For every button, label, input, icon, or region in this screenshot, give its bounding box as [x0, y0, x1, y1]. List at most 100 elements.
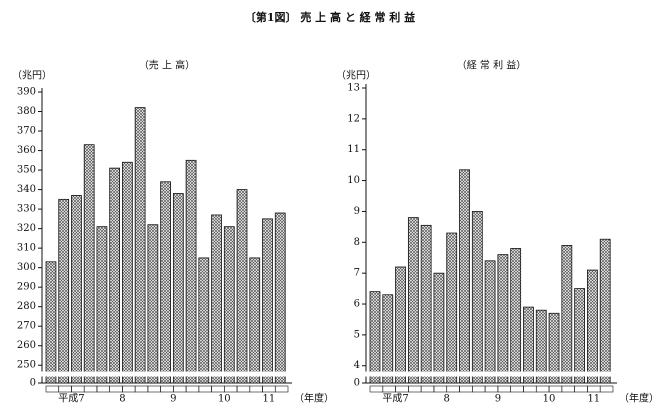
x-box	[122, 385, 136, 393]
x-box	[574, 385, 588, 393]
bar	[587, 269, 598, 384]
x-box	[497, 385, 511, 393]
x-box	[147, 385, 161, 393]
x-box	[71, 385, 85, 393]
bar	[274, 212, 286, 384]
y-tick-label: 5	[354, 329, 360, 340]
y-tick-label: 270	[17, 321, 36, 332]
x-axis-label: （年度）	[619, 392, 659, 405]
bar	[420, 224, 432, 384]
y-tick-label: 370	[17, 126, 36, 137]
y-tick-label: 0	[354, 378, 360, 389]
y-tick-label: 340	[17, 184, 36, 195]
x-tick-label: 8	[444, 394, 450, 405]
y-tick-label: 250	[17, 360, 36, 371]
y-tick-label: 310	[17, 243, 36, 254]
x-box	[420, 385, 435, 393]
x-box	[224, 385, 238, 393]
x-box	[262, 385, 276, 393]
y-tick-label: 6	[354, 299, 360, 310]
bar	[58, 198, 70, 384]
axis-break	[363, 371, 617, 377]
x-box	[134, 385, 149, 393]
y-tick-label: 330	[17, 204, 36, 215]
bar	[407, 217, 419, 384]
x-box	[561, 385, 575, 393]
x-box	[96, 385, 110, 393]
x-tick-label: 平成7	[58, 393, 84, 405]
x-box	[236, 385, 251, 393]
bar	[535, 309, 547, 384]
x-box	[211, 385, 225, 393]
bar	[548, 312, 560, 384]
bar	[96, 226, 108, 384]
x-tick-label: 10	[543, 394, 556, 405]
bar	[134, 107, 146, 384]
x-box	[548, 385, 563, 393]
y-tick-label: 12	[347, 113, 360, 124]
x-box	[433, 385, 448, 393]
x-box	[523, 385, 537, 393]
y-tick-label: 290	[17, 282, 36, 293]
x-box	[369, 385, 384, 393]
x-tick-label: 9	[495, 394, 501, 405]
bar	[446, 232, 458, 384]
y-tick-label: 390	[17, 87, 36, 98]
bar	[523, 306, 534, 384]
bar	[382, 294, 394, 384]
bar	[471, 211, 483, 384]
x-box	[173, 385, 187, 393]
x-box	[587, 385, 601, 393]
x-box	[535, 385, 550, 393]
chart-title: （売 上 高）	[139, 59, 195, 72]
x-box	[249, 385, 263, 393]
bar	[574, 288, 586, 384]
bar	[249, 257, 261, 384]
x-box	[510, 385, 524, 393]
bar	[459, 169, 470, 384]
bar	[198, 257, 210, 384]
bar	[160, 181, 171, 384]
bar	[484, 260, 496, 384]
bar	[262, 218, 273, 384]
y-tick-label: 9	[354, 206, 360, 217]
x-box	[446, 385, 460, 393]
x-box	[408, 385, 422, 393]
y-tick-label: 350	[17, 165, 36, 176]
x-tick-label: 10	[218, 394, 231, 405]
y-axis-label: （兆円）	[12, 70, 52, 82]
x-box	[459, 385, 473, 393]
x-box	[274, 385, 289, 393]
y-tick-label: 11	[347, 144, 360, 155]
bar	[172, 193, 184, 384]
x-box	[45, 385, 60, 393]
bar	[122, 161, 133, 384]
x-box	[185, 385, 200, 393]
bar	[185, 159, 197, 384]
x-box	[58, 385, 72, 393]
bar	[599, 238, 611, 384]
axis-break	[39, 371, 292, 377]
x-tick-label: 11	[587, 394, 600, 405]
bar	[433, 272, 445, 384]
y-tick-label: 10	[347, 175, 360, 186]
y-tick-label: 260	[17, 340, 36, 351]
bar	[45, 261, 57, 384]
y-tick-label: 0	[30, 378, 36, 389]
x-box	[484, 385, 499, 393]
bar	[395, 266, 406, 384]
page-title: 〔第1図〕 売 上 高 と 経 常 利 益	[245, 10, 415, 24]
x-box	[198, 385, 212, 393]
bar	[369, 291, 381, 384]
chart-title: （経 常 利 益）	[457, 59, 527, 72]
y-tick-label: 320	[17, 223, 36, 234]
x-box	[83, 385, 98, 393]
bar	[561, 244, 573, 384]
y-tick-label: 380	[17, 106, 36, 117]
bar	[223, 226, 235, 384]
bar	[497, 254, 509, 384]
bar	[211, 214, 222, 384]
x-tick-label: 9	[170, 394, 176, 405]
x-tick-label: 11	[263, 394, 276, 405]
